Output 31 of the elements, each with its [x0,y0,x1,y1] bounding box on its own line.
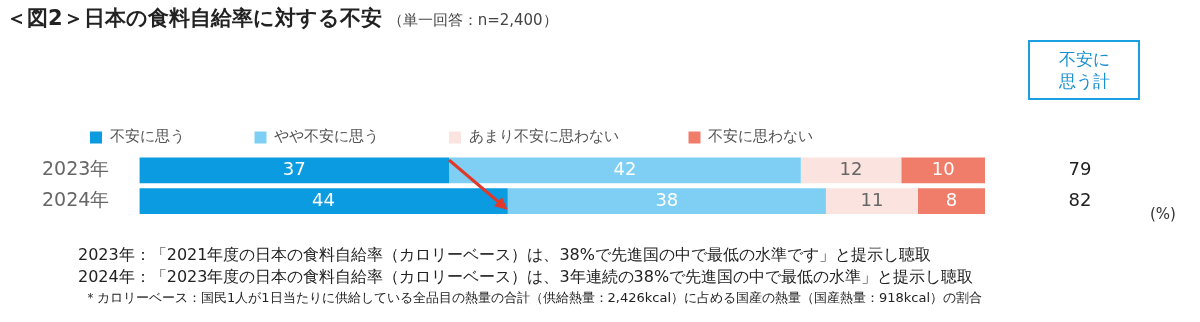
text: ＊カロリーベース：国民1人が1日当たりに供給している全品目の熱量の合計（供給熱量：2,426kcal）に占める国産の熱量（国産熱量：918kcal）の割合 [84,289,983,307]
bar [507,188,826,215]
text: (%) [1150,205,1176,223]
text: 不安に思う計 [1057,48,1111,92]
legend-label: 不安に思う [109,127,185,146]
bar [901,157,985,184]
data-label: 12 [839,158,863,180]
chart-title: ＜図2＞日本の食料自給率に対する不安 [6,6,382,30]
bar [139,188,508,215]
bar [825,188,919,215]
data-label: 44 [312,188,336,210]
legend-label: 不安に思わない [708,127,813,146]
text: 82 [1068,188,1092,210]
data-label: 42 [613,158,637,180]
data-label: 38 [655,188,679,210]
y-tick-label: 2023年 [41,157,110,180]
data-label: 37 [282,158,306,180]
text: 2023年：「2021年度の日本の食料自給率（カロリーベース）は、38%で先進国の中で最低の水準です」と提示し聴取 [78,244,932,266]
y-tick-label: 2024年 [41,188,110,211]
bar [139,157,450,184]
data-label: 11 [860,188,884,210]
bar [449,157,801,184]
data-label: 8 [945,188,958,210]
legend-label: やや不安に思う [274,127,379,146]
bar [918,188,985,215]
data-label: 10 [931,158,955,180]
legend-label: あまり不安に思わない [468,127,619,146]
bar [800,157,902,184]
text: 79 [1068,158,1092,180]
chart-subtitle: （単一回答：n=2,400） [387,11,558,29]
text: 2024年：「2023年度の日本の食料自給率（カロリーベース）は、3年連続の38%で先進国の中で最低の水準」と提示し聴取 [78,266,975,288]
